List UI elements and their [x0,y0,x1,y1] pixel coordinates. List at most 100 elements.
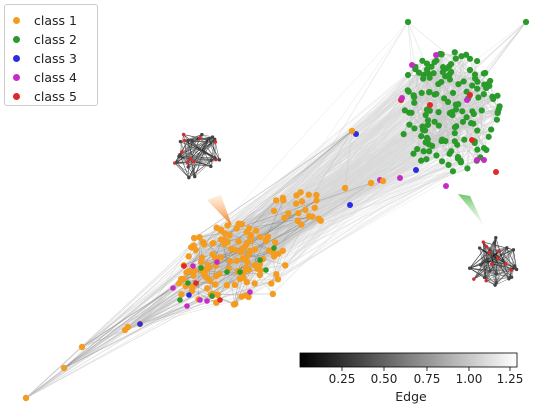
legend-item: class 5 [13,87,77,105]
graph-edge [228,242,276,270]
graph-edge [245,130,426,247]
graph-edge [230,203,297,250]
graph-edge [438,111,478,162]
graph-edge [242,96,493,259]
class-2-node [451,130,458,137]
inset-edge [190,138,209,159]
class-2-node [237,269,243,275]
graph-edge [220,71,428,231]
inset-node [467,266,472,270]
class-2-node [418,157,425,164]
graph-edge [201,218,319,272]
graph-edge [257,130,478,269]
graph-edge [207,215,310,266]
graph-edge [245,94,435,269]
class-2-node [471,75,479,82]
graph-edge [199,237,203,258]
graph-edge [249,150,424,253]
class-2-node [426,148,433,155]
inset-node [178,139,183,144]
graph-edge [255,72,420,231]
graph-edge [236,182,372,229]
graph-edge [403,125,457,135]
inset-subgraphs [173,132,519,287]
inset-edge [180,141,183,153]
class-1-node [227,245,235,252]
graph-edge [467,98,469,169]
graph-edge [194,84,485,272]
graph-edge [217,220,298,296]
graph-edge [285,121,435,266]
inset-node [209,158,213,162]
graph-edge [236,140,442,262]
class-1-node [348,127,356,135]
graph-edge [220,121,435,231]
inset-node [213,137,217,142]
class-1-node [252,227,260,234]
graph-edge [441,54,467,142]
inset-edge [180,141,220,161]
graph-edge [248,156,459,298]
graph-edge [201,121,464,259]
graph-edge [224,53,441,241]
graph-edge [250,121,435,241]
class-1-node [217,254,224,261]
graph-edge [242,106,500,249]
graph-edge [254,150,424,250]
graph-edge [63,227,217,369]
graph-edge [284,120,429,266]
graph-edge [214,60,423,259]
inset-edge [498,251,507,265]
class-2-node [224,269,230,275]
class-2-node [424,121,431,129]
graph-edge [193,53,441,271]
graph-edge [272,148,418,295]
class-2-node [414,145,421,153]
graph-edge [429,77,465,140]
graph-edge [25,210,275,399]
class-2-node [198,265,204,271]
class-2-node [426,88,433,96]
class-2-node [441,95,448,102]
graph-edge [447,56,462,103]
graph-edge [370,66,432,184]
inset-edge [187,152,205,168]
class-1-node [203,285,211,292]
graph-edge [422,129,462,163]
class-1-node [243,239,251,247]
graph-edge [454,56,462,128]
inset-edge [494,242,517,270]
graph-edge [215,72,485,266]
graph-edge [308,68,447,195]
graph-edge [139,240,267,325]
legend-item: class 4 [13,68,77,86]
legend-label: class 1 [34,12,77,28]
graph-edge [285,160,477,266]
graph-edge [262,78,476,260]
graph-edge [267,66,416,237]
class-2-node [438,158,446,165]
class-2-node [469,82,476,89]
class-1-node [281,214,288,221]
class-1-node [268,280,275,287]
class-2-node [448,109,456,116]
graph-edge [467,21,527,99]
graph-edge [25,236,200,399]
class-1-node [197,258,205,266]
inset-edge [208,138,220,160]
graph-edge [248,74,450,298]
graph-edge [450,63,472,124]
class-1-node [257,267,264,274]
class-2-node [522,18,530,26]
graph-edge [254,83,459,250]
inset-node [175,160,179,164]
inset-edge [181,151,211,167]
graph-edge [428,92,440,126]
graph-edge [407,74,478,162]
graph-edge [222,74,476,241]
class-4-node [481,157,487,163]
inset-edge [480,264,496,286]
class-2-node [209,293,215,299]
graph-edge [472,110,498,113]
